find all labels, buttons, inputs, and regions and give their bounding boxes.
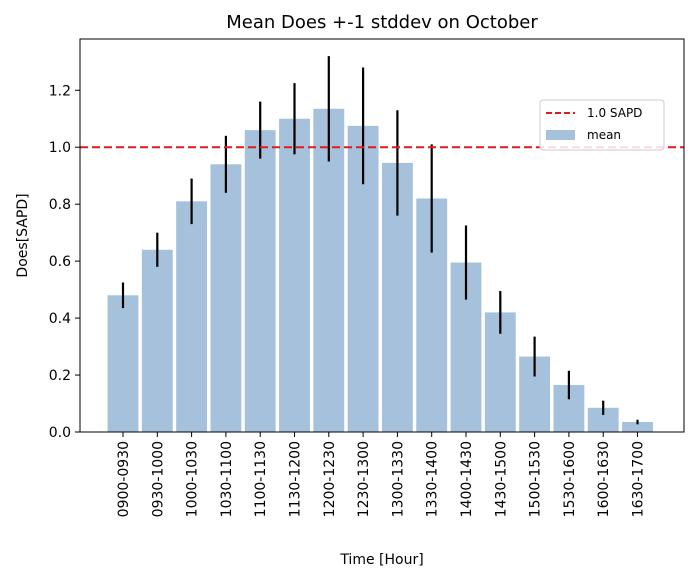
bar-1200-1230 [313, 108, 345, 433]
y-tick-label: 1.0 [49, 140, 71, 156]
y-tick-label: 0.4 [49, 311, 71, 327]
y-axis-label: Does[SAPD] [15, 193, 31, 277]
bar-1030-1100 [210, 164, 242, 432]
legend-label-reference: 1.0 SAPD [587, 106, 642, 120]
bar-1100-1130 [244, 130, 276, 432]
x-tick-label: 1630-1700 [631, 441, 647, 517]
bar-1000-1030 [176, 201, 208, 432]
y-tick-label: 0.6 [49, 254, 71, 270]
x-tick-label: 1300-1330 [390, 441, 406, 517]
x-tick-label: 1430-1500 [493, 441, 509, 517]
legend-mean-swatch [546, 130, 575, 140]
x-tick-label: 0930-1000 [150, 441, 166, 517]
x-tick-label: 1230-1300 [356, 441, 372, 517]
x-tick-label: 1000-1030 [185, 441, 201, 517]
x-tick-label: 1400-1430 [459, 441, 475, 517]
legend-label-mean: mean [587, 128, 621, 142]
bar-0900-0930 [107, 295, 139, 432]
bar-0930-1000 [141, 249, 173, 432]
x-tick-label: 1330-1400 [425, 441, 441, 517]
x-tick-label: 0900-0930 [116, 441, 132, 517]
x-tick-label: 1100-1130 [253, 441, 269, 517]
chart-title: Mean Does +-1 stddev on October [226, 12, 538, 33]
bars-group [107, 108, 653, 433]
x-tick-label: 1600-1630 [596, 441, 612, 517]
legend: 1.0 SAPD mean [539, 99, 665, 151]
y-tick-label: 1.2 [49, 83, 71, 99]
y-tick-label: 0.0 [49, 425, 71, 441]
y-ticks: 0.0 0.2 0.4 0.6 0.8 1.0 1.2 [49, 83, 80, 441]
bar-1130-1200 [279, 118, 310, 432]
bar-1630-1700 [622, 422, 653, 432]
x-ticks: 0900-0930 0930-1000 1000-1030 1030-1100 1100… [116, 432, 647, 517]
x-tick-label: 1130-1200 [288, 441, 304, 517]
x-axis-label: Time [Hour] [339, 552, 423, 568]
x-tick-label: 1530-1600 [562, 441, 578, 517]
x-tick-label: 1030-1100 [219, 441, 235, 517]
y-tick-label: 0.8 [49, 197, 71, 213]
x-tick-label: 1500-1530 [528, 441, 544, 517]
plot-frame [79, 38, 685, 433]
x-tick-label: 1200-1230 [322, 441, 338, 517]
y-tick-label: 0.2 [49, 368, 71, 384]
error-bars-group [121, 56, 639, 425]
